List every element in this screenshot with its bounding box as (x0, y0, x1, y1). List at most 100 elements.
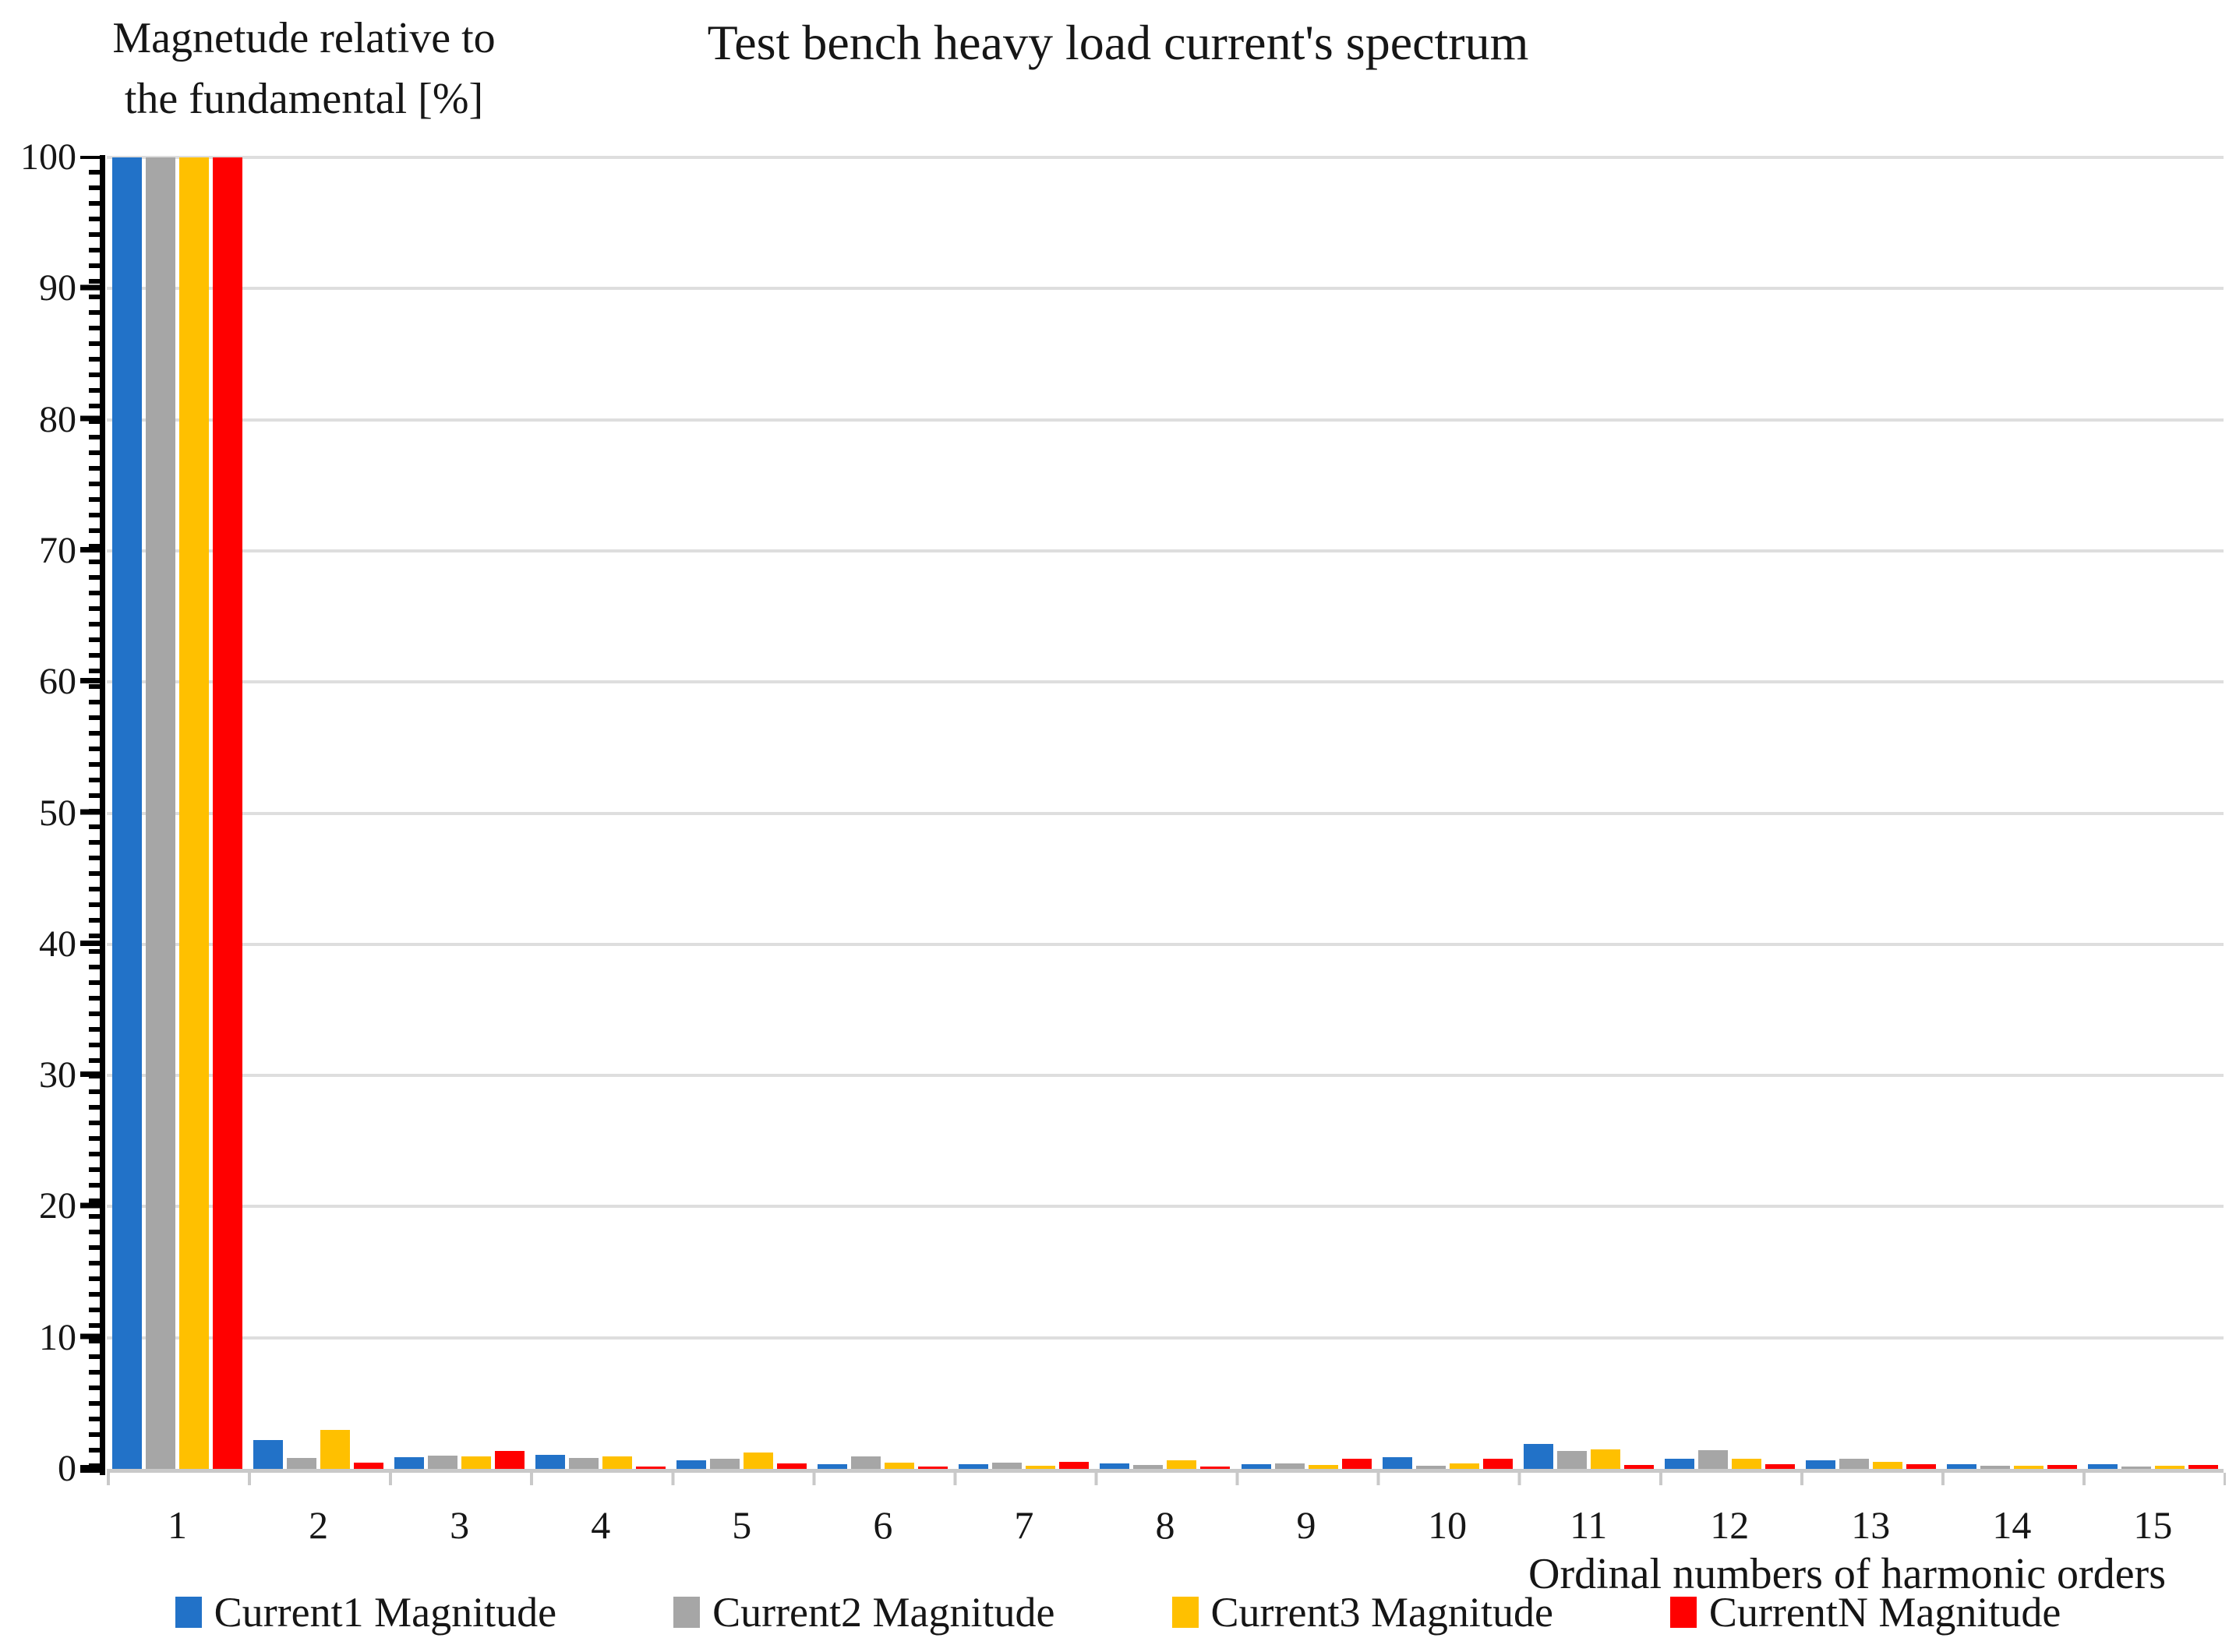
gridline-100 (107, 156, 2224, 159)
y-tick-label-0: 0 (58, 1448, 76, 1489)
bar-current1-magnitude-h14 (1946, 1464, 1976, 1469)
bar-currentn-magnitude-h9 (1341, 1458, 1372, 1469)
bar-group-harmonic-15 (2082, 157, 2224, 1469)
y-axis-major-ticks (80, 156, 100, 1473)
bar-currentn-magnitude-h6 (918, 1466, 948, 1469)
bar-current1-magnitude-h9 (1241, 1464, 1271, 1469)
bar-group-harmonic-8 (1094, 157, 1235, 1469)
bar-current2-magnitude-h1 (146, 157, 176, 1469)
legend-item-current2-magnitude: Current2 Magnitude (673, 1588, 1055, 1636)
gridline-60 (107, 680, 2224, 684)
x-tick-label-10: 10 (1428, 1503, 1468, 1547)
bar-current3-magnitude-h15 (2154, 1466, 2185, 1469)
gridline-20 (107, 1205, 2224, 1209)
bar-currentn-magnitude-h8 (1200, 1466, 1231, 1469)
x-tick-label-15: 15 (2133, 1503, 2173, 1547)
bar-current1-magnitude-h3 (394, 1456, 425, 1469)
bar-current1-magnitude-h4 (535, 1454, 566, 1469)
bar-currentn-magnitude-h14 (2047, 1465, 2077, 1469)
plot-area (107, 156, 2224, 1473)
x-tick-label-14: 14 (1992, 1503, 2032, 1547)
gridline-40 (107, 942, 2224, 946)
bar-current3-magnitude-h8 (1167, 1460, 1197, 1469)
bar-current2-magnitude-h9 (1274, 1463, 1305, 1469)
x-tick-label-13: 13 (1851, 1503, 1891, 1547)
bar-group-harmonic-12 (1659, 157, 1800, 1469)
bar-group-harmonic-5 (671, 157, 812, 1469)
y-tick-label-60: 60 (39, 661, 76, 703)
y-tick-label-30: 30 (39, 1054, 76, 1096)
bar-currentn-magnitude-h15 (2188, 1465, 2218, 1469)
bar-currentn-magnitude-h11 (1623, 1464, 1654, 1469)
bar-current3-magnitude-h2 (320, 1429, 351, 1469)
bar-currentn-magnitude-h2 (354, 1462, 384, 1469)
y-axis-title-line2: the fundamental [%] (124, 75, 484, 123)
bar-current3-magnitude-h4 (602, 1456, 633, 1469)
bar-group-harmonic-3 (389, 157, 530, 1469)
bar-current3-magnitude-h13 (1872, 1462, 1902, 1469)
bar-current1-magnitude-h15 (2087, 1463, 2118, 1469)
y-axis-title-line1: Magnetude relative to (112, 14, 496, 62)
bar-current1-magnitude-h11 (1523, 1444, 1553, 1469)
x-tick-label-3: 3 (450, 1503, 470, 1547)
bar-current2-magnitude-h7 (992, 1463, 1023, 1469)
legend-item-current3-magnitude: Current3 Magnitude (1171, 1588, 1553, 1636)
bar-current2-magnitude-h15 (2121, 1466, 2151, 1469)
x-tick-label-4: 4 (591, 1503, 611, 1547)
legend-item-currentn-magnitude: CurrentN Magnitude (1669, 1588, 2061, 1636)
bar-current2-magnitude-h11 (1556, 1451, 1587, 1469)
bar-current2-magnitude-h6 (851, 1456, 881, 1469)
y-tick-label-20: 20 (39, 1185, 76, 1227)
bar-current3-magnitude-h3 (461, 1456, 492, 1469)
bar-group-harmonic-14 (1941, 157, 2082, 1469)
bar-current1-magnitude-h6 (818, 1464, 848, 1469)
legend-label: Current1 Magnitude (214, 1589, 557, 1636)
bar-current2-magnitude-h3 (428, 1456, 458, 1469)
bar-currentn-magnitude-h1 (213, 157, 243, 1469)
bar-current2-magnitude-h14 (1980, 1466, 2010, 1469)
y-axis-line (100, 155, 105, 1475)
bar-current2-magnitude-h8 (1133, 1464, 1164, 1469)
legend-swatch-icon (673, 1597, 701, 1628)
bar-group-harmonic-10 (1377, 157, 1518, 1469)
x-tick-label-1: 1 (168, 1503, 188, 1547)
x-tick-label-8: 8 (1155, 1503, 1175, 1547)
legend-item-current1-magnitude: Current1 Magnitude (175, 1588, 556, 1636)
y-axis-title: Magnetude relative to the fundamental [%… (55, 8, 553, 129)
x-tick-label-2: 2 (309, 1503, 329, 1547)
y-tick-label-90: 90 (39, 267, 76, 309)
bar-current1-magnitude-h12 (1664, 1459, 1694, 1469)
legend-swatch-icon (175, 1597, 202, 1628)
bar-currentn-magnitude-h12 (1764, 1464, 1795, 1469)
bar-current1-magnitude-h10 (1382, 1456, 1412, 1469)
bar-current1-magnitude-h2 (253, 1439, 284, 1469)
bar-current1-magnitude-h5 (676, 1460, 707, 1469)
x-tick-label-11: 11 (1570, 1503, 1608, 1547)
x-axis-tick-labels: 1 2 3 4 5 6 7 8 9 10 11 12 13 14 15 (107, 1502, 2224, 1548)
bar-group-harmonic-7 (953, 157, 1094, 1469)
bar-current3-magnitude-h9 (1308, 1465, 1338, 1469)
bar-current1-magnitude-h13 (1805, 1460, 1835, 1469)
bar-current1-magnitude-h7 (959, 1464, 989, 1469)
bar-currentn-magnitude-h10 (1482, 1458, 1513, 1469)
y-tick-label-100: 100 (20, 136, 76, 178)
x-axis-boundary-ticks (107, 1473, 2226, 1485)
bar-group-harmonic-9 (1236, 157, 1377, 1469)
bar-currentn-magnitude-h7 (1059, 1461, 1090, 1469)
y-tick-label-80: 80 (39, 398, 76, 440)
bar-currentn-magnitude-h5 (777, 1463, 807, 1469)
bar-current3-magnitude-h7 (1026, 1465, 1056, 1469)
legend-swatch-icon (1171, 1597, 1199, 1628)
y-tick-label-10: 10 (39, 1316, 76, 1358)
bar-current3-magnitude-h11 (1590, 1449, 1620, 1469)
y-tick-label-70: 70 (39, 529, 76, 571)
legend-swatch-icon (1669, 1597, 1697, 1628)
bar-group-harmonic-2 (248, 157, 389, 1469)
chart-legend: Current1 Magnitude Current2 Magnitude Curr… (0, 1588, 2236, 1636)
x-tick-label-5: 5 (732, 1503, 752, 1547)
bar-currentn-magnitude-h3 (495, 1451, 525, 1469)
legend-label: Current3 Magnitude (1210, 1589, 1553, 1636)
bar-current2-magnitude-h5 (710, 1458, 740, 1469)
x-tick-label-7: 7 (1014, 1503, 1034, 1547)
